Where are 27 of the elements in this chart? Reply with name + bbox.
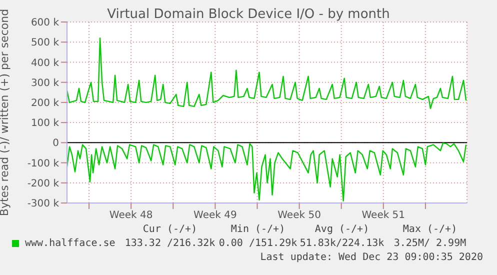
y-tick-label: -200 k: [27, 178, 60, 190]
y-tick-label: 600 k: [30, 18, 60, 29]
text: Cur (-/+): [142, 224, 198, 235]
text: Min (-/+): [230, 224, 286, 235]
chart-title: Virtual Domain Block Device I/O - by month: [107, 7, 390, 22]
text: Last update: Wed Dec 23 09:00:35 2020: [260, 252, 483, 263]
x-tick-label: Week 50: [278, 210, 321, 222]
text: Max (-/+): [402, 224, 458, 235]
y-tick-label: 100 k: [30, 118, 60, 130]
text: 133.32 /216.32k: [124, 238, 216, 249]
text: Avg (-/+): [314, 224, 370, 235]
x-tick-label: Week 48: [109, 210, 153, 222]
text: 51.83k/224.13k: [300, 238, 384, 249]
y-tick-label: 500 k: [30, 38, 60, 49]
y-tick-label: -300 k: [27, 198, 60, 210]
y-tick-label: 300 k: [30, 78, 60, 89]
y-tick-label: 200 k: [30, 98, 60, 109]
x-tick-label: Week 49: [194, 210, 237, 222]
text: 0.00 /151.29k: [218, 238, 298, 249]
line-series: [67, 37, 467, 110]
text: 3.25M/ 2.99M: [394, 238, 466, 249]
legend-label: www.halfface.se: [24, 238, 116, 249]
y-tick-label: 0: [52, 138, 59, 150]
y-tick-label: 400 k: [30, 58, 60, 69]
y-axis-title: Bytes read (-)/ written (+) per second: [0, 8, 11, 216]
y-tick-label: -100 k: [27, 158, 60, 170]
x-tick-label: Week 51: [362, 210, 406, 222]
